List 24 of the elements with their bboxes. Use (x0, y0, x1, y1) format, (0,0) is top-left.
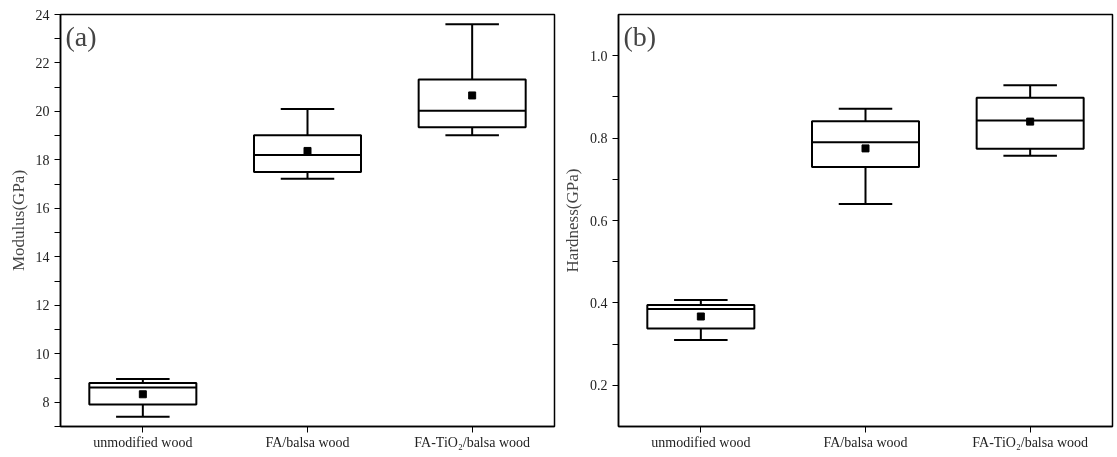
x-tick-label: unmodified wood (651, 434, 751, 450)
y-axis-title: Hardness(GPa) (563, 168, 582, 273)
y-tick-label: 8 (42, 395, 50, 411)
x-tick-label: FA-TiO₂/balsa wood (972, 434, 1089, 450)
y-axis-title: Modulus(GPa) (8, 169, 28, 272)
x-tick-label: FA/balsa wood (265, 434, 350, 450)
annotation: (b) (623, 20, 657, 52)
y-tick-label: 16 (35, 201, 50, 217)
y-tick-label: 22 (35, 55, 50, 71)
x-tick-label: FA-TiO₂/balsa wood (414, 434, 531, 450)
x-tick-label: FA/balsa wood (823, 434, 908, 450)
y-tick-label: 0.2 (590, 378, 608, 394)
x-tick-label: unmodified wood (93, 434, 193, 450)
y-tick-label: 12 (35, 298, 50, 314)
y-tick-label: 0.4 (590, 295, 608, 311)
y-tick-label: 20 (35, 104, 50, 120)
y-tick-label: 0.8 (590, 131, 608, 147)
y-tick-label: 1.0 (590, 48, 608, 64)
y-tick-label: 10 (35, 346, 50, 362)
y-tick-label: 24 (35, 7, 50, 23)
y-tick-label: 0.6 (590, 213, 608, 229)
annotation: (a) (65, 20, 97, 52)
y-tick-label: 18 (35, 152, 50, 168)
y-tick-label: 14 (35, 249, 50, 265)
